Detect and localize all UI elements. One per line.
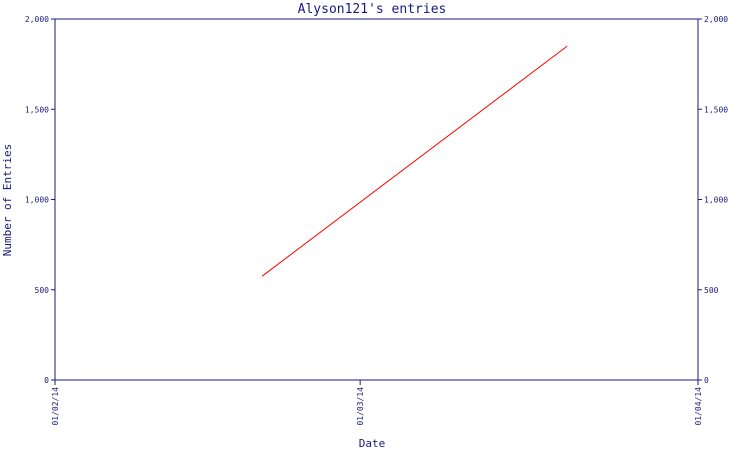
plot-area-frame (54, 18, 699, 381)
y-tick-label-left: 2,000 (25, 15, 49, 24)
y-axis-left: 0 500 1,000 1,500 2,000 (25, 15, 55, 385)
y-tick-label-right: 0 (704, 376, 709, 385)
x-axis-label: Date (359, 437, 386, 450)
y-tick-label-left: 1,000 (25, 196, 49, 205)
y-tick-label-left: 500 (35, 286, 50, 295)
x-axis: 01/02/14 01/03/14 01/04/14 (51, 380, 703, 426)
x-tick-label: 01/02/14 (51, 387, 60, 426)
y-axis-label: Number of Entries (1, 144, 14, 257)
y-tick-label-right: 2,000 (704, 15, 728, 24)
y-tick-label-right: 1,500 (704, 105, 728, 114)
y-tick-label-left: 0 (44, 376, 49, 385)
y-tick-label-right: 500 (704, 286, 719, 295)
y-tick-label-right: 1,000 (704, 196, 728, 205)
series-line (261, 45, 568, 277)
y-tick-label-left: 1,500 (25, 105, 49, 114)
series-layer (261, 45, 568, 277)
x-tick-label: 01/04/14 (694, 387, 703, 426)
y-axis-right: 0 500 1,000 1,500 2,000 (698, 15, 728, 385)
chart-title: Alyson121's entries (298, 2, 447, 17)
x-tick-label: 01/03/14 (356, 387, 365, 426)
